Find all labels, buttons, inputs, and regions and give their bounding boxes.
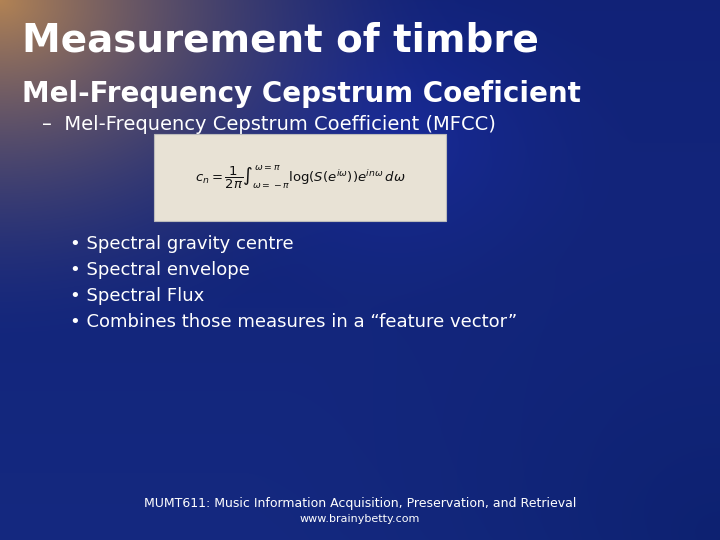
Text: • Combines those measures in a “feature vector”: • Combines those measures in a “feature … <box>70 313 517 331</box>
Text: –  Mel-Frequency Cepstrum Coefficient (MFCC): – Mel-Frequency Cepstrum Coefficient (MF… <box>42 115 496 134</box>
Text: MUMT611: Music Information Acquisition, Preservation, and Retrieval: MUMT611: Music Information Acquisition, … <box>144 497 576 510</box>
FancyBboxPatch shape <box>154 134 446 221</box>
Text: • Spectral envelope: • Spectral envelope <box>70 261 250 279</box>
Text: www.brainybetty.com: www.brainybetty.com <box>300 514 420 524</box>
Text: Measurement of timbre: Measurement of timbre <box>22 22 539 60</box>
Text: • Spectral gravity centre: • Spectral gravity centre <box>70 235 294 253</box>
Text: Mel-Frequency Cepstrum Coeficient: Mel-Frequency Cepstrum Coeficient <box>22 80 581 108</box>
Text: • Spectral Flux: • Spectral Flux <box>70 287 204 305</box>
Text: $c_n = \dfrac{1}{2\pi} \int_{\omega=-\pi}^{\omega=\pi} \log(S(e^{i\omega}))e^{in: $c_n = \dfrac{1}{2\pi} \int_{\omega=-\pi… <box>194 163 405 191</box>
